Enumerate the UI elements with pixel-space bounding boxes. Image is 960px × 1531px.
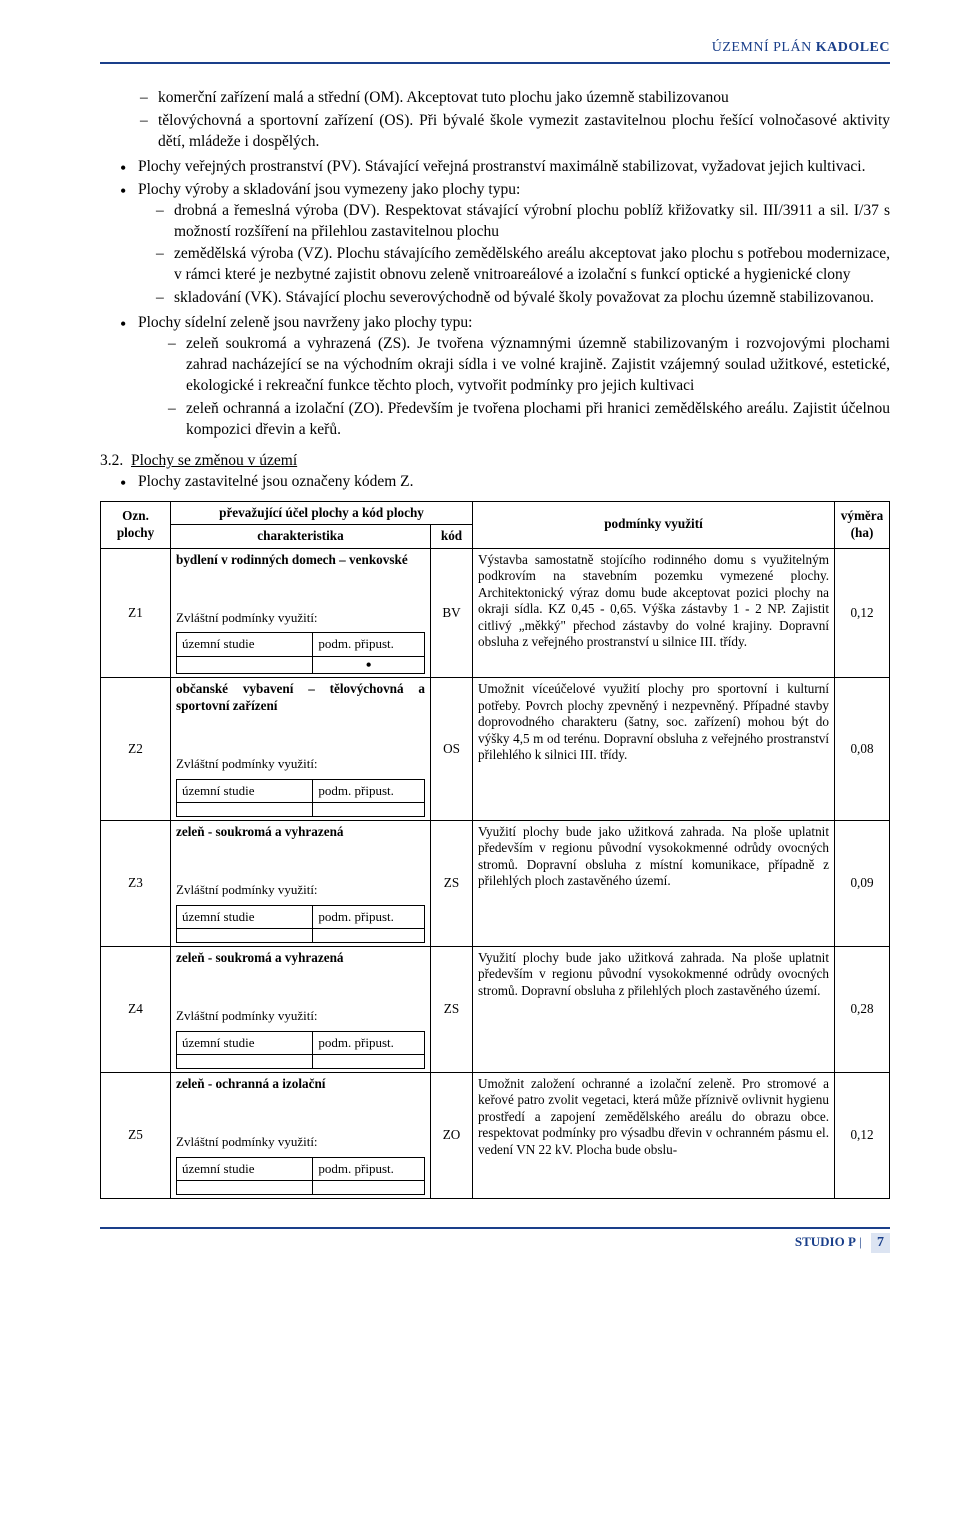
cell-ozn: Z1 — [101, 548, 171, 678]
table-row: Z2občanské vybavení – tělovýchovná a spo… — [101, 678, 890, 821]
cell-vymera: 0,12 — [835, 1072, 890, 1198]
header-prefix: ÚZEMNÍ PLÁN — [712, 40, 812, 55]
cell-podminky: Umožnit založení ochranné a izolační zel… — [473, 1072, 835, 1198]
inner-studie: územní studie — [177, 905, 313, 928]
char-title: zeleň - ochranná a izolační — [176, 1076, 425, 1093]
cell-vymera: 0,12 — [835, 548, 890, 678]
inner-pripust: podm. připust. — [313, 633, 425, 656]
cell-kod: ZS — [431, 820, 473, 946]
cell-kod: ZO — [431, 1072, 473, 1198]
page-footer: STUDIO P | 7 — [100, 1233, 890, 1253]
list-item-text: Plochy výroby a skladování jsou vymezeny… — [138, 181, 520, 198]
inner-pripust: podm. připust. — [313, 779, 425, 802]
cell-kod: BV — [431, 548, 473, 678]
inner-studie: územní studie — [177, 633, 313, 656]
footer-studio: STUDIO P — [795, 1234, 856, 1249]
footer-sep: | — [859, 1234, 862, 1249]
body-text: komerční zařízení malá a střední (OM). A… — [100, 88, 890, 1199]
inner-table: územní studiepodm. připust. — [176, 1157, 425, 1195]
list-item-text: Plochy sídelní zeleně jsou navrženy jako… — [138, 314, 472, 331]
table-row: Z3 zeleň - soukromá a vyhrazená Zvláštní p… — [101, 820, 890, 946]
cell-podminky: Umožnit víceúčelové využití plochy pro s… — [473, 678, 835, 821]
inner-table: územní studiepodm. připust.• — [176, 632, 425, 674]
inner-pripust: podm. připust. — [313, 1031, 425, 1054]
col-ucel: převažující účel plochy a kód plochy — [171, 501, 473, 525]
list-item: zeleň soukromá a vyhrazená (ZS). Je tvoř… — [168, 334, 890, 397]
list-item: Plochy sídelní zeleně jsou navrženy jako… — [120, 313, 890, 441]
document-page: ÚZEMNÍ PLÁN KADOLEC komerční zařízení ma… — [0, 0, 960, 1283]
list-item: zeleň ochranná a izolační (ZO). Předevší… — [168, 399, 890, 441]
plochy-table: Ozn. plochy převažující účel plochy a kó… — [100, 501, 890, 1199]
inner-pripust: podm. připust. — [313, 1157, 425, 1180]
cell-ozn: Z3 — [101, 820, 171, 946]
col-kod: kód — [431, 525, 473, 549]
inner-pripust: podm. připust. — [313, 905, 425, 928]
header-title: KADOLEC — [816, 40, 890, 55]
cell-char: občanské vybavení – tělovýchovná a sport… — [171, 678, 431, 821]
char-title: zeleň - soukromá a vyhrazená — [176, 824, 425, 841]
cell-vymera: 0,09 — [835, 820, 890, 946]
inner-table: územní studiepodm. připust. — [176, 1031, 425, 1069]
list-dash-top: komerční zařízení malá a střední (OM). A… — [100, 88, 890, 153]
cell-vymera: 0,08 — [835, 678, 890, 821]
cell-vymera: 0,28 — [835, 946, 890, 1072]
cell-ozn: Z5 — [101, 1072, 171, 1198]
zvl-label: Zvláštní podmínky využití: — [176, 610, 425, 626]
table-row: Z4 zeleň - soukromá a vyhrazená Zvláštní p… — [101, 946, 890, 1072]
list-dot: Plochy veřejných prostranství (PV). Stáv… — [100, 157, 890, 441]
footer-rule — [100, 1227, 890, 1229]
zvl-label: Zvláštní podmínky využití: — [176, 1008, 425, 1024]
header-rule — [100, 62, 890, 64]
zvl-label: Zvláštní podmínky využití: — [176, 882, 425, 898]
cell-podminky: Výstavba samostatně stojícího rodinného … — [473, 548, 835, 678]
list-item: skladování (VK). Stávající plochu severo… — [156, 288, 890, 309]
list-item: Plochy výroby a skladování jsou vymezeny… — [120, 180, 890, 310]
cell-kod: ZS — [431, 946, 473, 1072]
list-item: komerční zařízení malá a střední (OM). A… — [140, 88, 890, 109]
zvl-label: Zvláštní podmínky využití: — [176, 1134, 425, 1150]
section-sub-list: Plochy zastavitelné jsou označeny kódem … — [100, 472, 890, 493]
inner-studie: územní studie — [177, 1031, 313, 1054]
inner-table: územní studiepodm. připust. — [176, 779, 425, 817]
inner-studie: územní studie — [177, 779, 313, 802]
cell-char: zeleň - ochranná a izolační Zvláštní podm… — [171, 1072, 431, 1198]
char-title: občanské vybavení – tělovýchovná a sport… — [176, 681, 425, 714]
list-dash-bot: zeleň soukromá a vyhrazená (ZS). Je tvoř… — [138, 334, 890, 441]
char-title: bydlení v rodinných domech – venkovské — [176, 552, 425, 569]
cell-char: zeleň - soukromá a vyhrazená Zvláštní pod… — [171, 820, 431, 946]
col-char: charakteristika — [171, 525, 431, 549]
table-row: Z5 zeleň - ochranná a izolační Zvláštní po… — [101, 1072, 890, 1198]
section-heading: 3.2. Plochy se změnou v území — [100, 451, 890, 472]
col-pod: podmínky využití — [473, 501, 835, 548]
list-item: zemědělská výroba (VZ). Plochu stávající… — [156, 244, 890, 286]
list-item: drobná a řemeslná výroba (DV). Respektov… — [156, 201, 890, 243]
page-number: 7 — [871, 1233, 890, 1253]
cell-kod: OS — [431, 678, 473, 821]
list-item: Plochy zastavitelné jsou označeny kódem … — [120, 472, 890, 493]
char-title: zeleň - soukromá a vyhrazená — [176, 950, 425, 967]
section-title: Plochy se změnou v území — [131, 452, 297, 469]
cell-ozn: Z2 — [101, 678, 171, 821]
inner-table: územní studiepodm. připust. — [176, 905, 425, 943]
page-header: ÚZEMNÍ PLÁN KADOLEC — [100, 40, 890, 56]
inner-studie: územní studie — [177, 1157, 313, 1180]
table-header-row: Ozn. plochy převažující účel plochy a kó… — [101, 501, 890, 525]
cell-ozn: Z4 — [101, 946, 171, 1072]
zvl-label: Zvláštní podmínky využití: — [176, 756, 425, 772]
col-vym: výměra (ha) — [835, 501, 890, 548]
cell-char: zeleň - soukromá a vyhrazená Zvláštní pod… — [171, 946, 431, 1072]
cell-podminky: Využití plochy bude jako užitková zahrad… — [473, 946, 835, 1072]
col-ozn: Ozn. plochy — [101, 501, 171, 548]
table-row: Z1bydlení v rodinných domech – venkovské… — [101, 548, 890, 678]
list-item: Plochy veřejných prostranství (PV). Stáv… — [120, 157, 890, 178]
cell-char: bydlení v rodinných domech – venkovské Zv… — [171, 548, 431, 678]
list-item: tělovýchovná a sportovní zařízení (OS). … — [140, 111, 890, 153]
cell-podminky: Využití plochy bude jako užitková zahrad… — [473, 820, 835, 946]
section-number: 3.2. — [100, 452, 123, 469]
list-dash-mid: drobná a řemeslná výroba (DV). Respektov… — [138, 201, 890, 310]
